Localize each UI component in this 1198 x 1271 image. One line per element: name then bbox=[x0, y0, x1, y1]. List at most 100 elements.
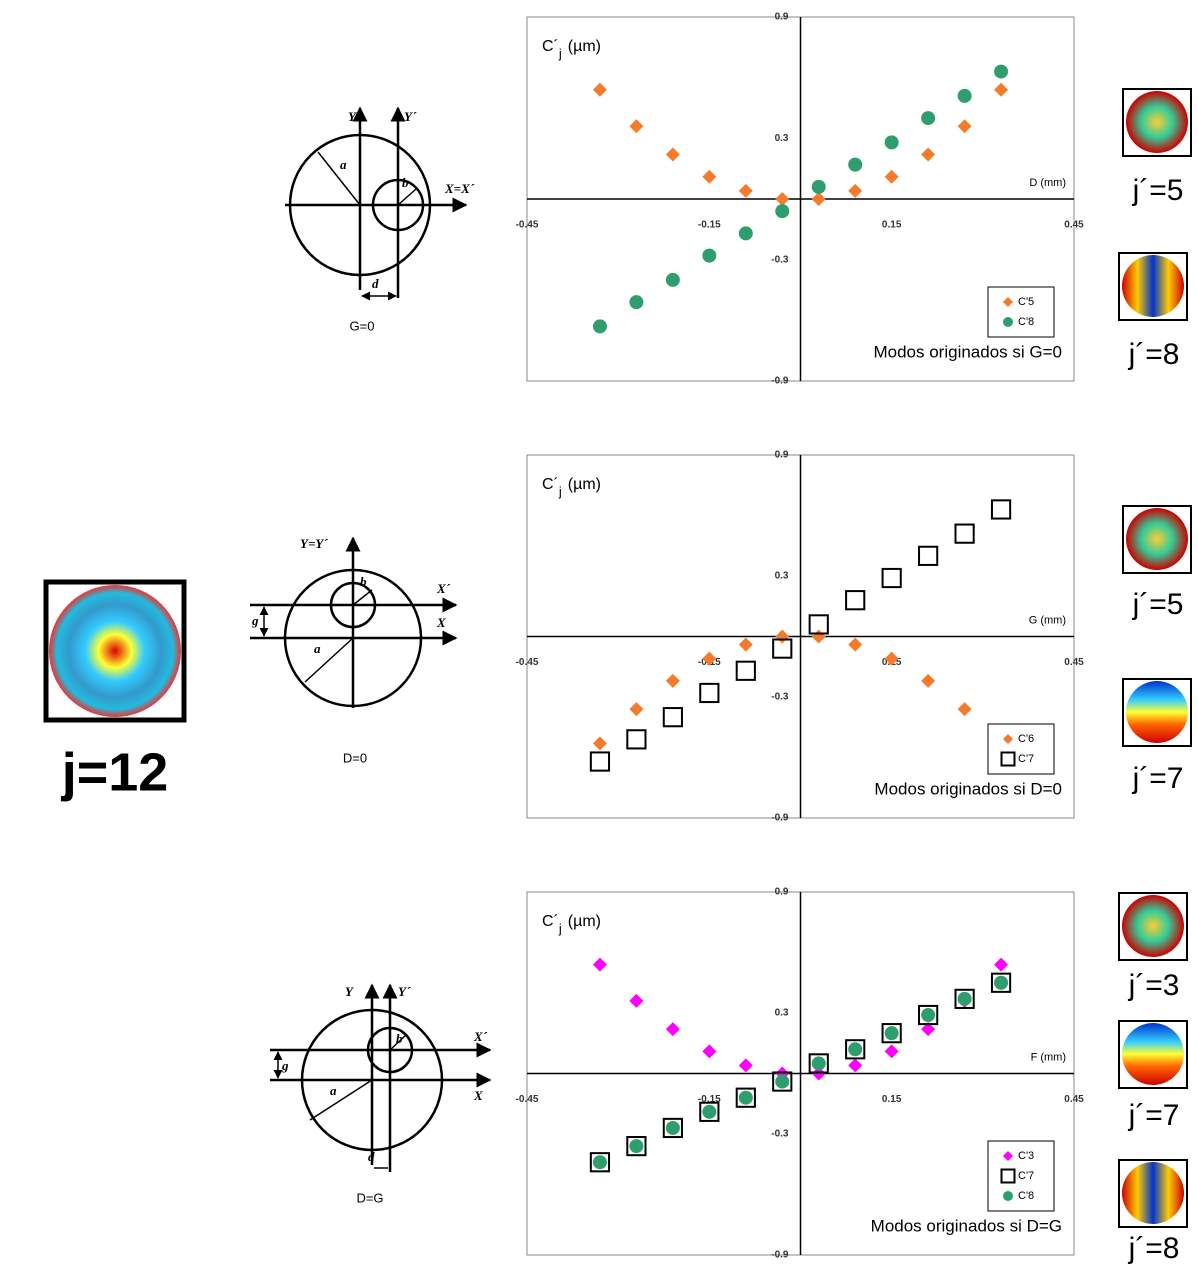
legend-swatch bbox=[1003, 1191, 1013, 1201]
y-tick-label: -0.9 bbox=[771, 813, 789, 824]
x-tick-label: 0.45 bbox=[1064, 657, 1084, 668]
x-tick-label: -0.45 bbox=[516, 657, 539, 668]
thumbnail-label: j´=8 bbox=[1128, 338, 1180, 371]
y-axis-label-part: C´ bbox=[542, 476, 559, 493]
x-tick-label: 0.15 bbox=[882, 1094, 902, 1105]
annotation: Modos originados si G=0 bbox=[873, 342, 1062, 361]
legend: C'5 C'8 bbox=[988, 287, 1054, 337]
point bbox=[702, 249, 716, 263]
legend-box bbox=[988, 287, 1054, 337]
diagram: Y=Y´ X´ X g a b D=0 bbox=[250, 536, 456, 765]
y-tick-label: -0.9 bbox=[771, 1250, 789, 1261]
x-tick-label: -0.15 bbox=[698, 220, 721, 231]
point bbox=[885, 135, 899, 149]
thumbnail-label: j´=7 bbox=[1132, 762, 1184, 795]
y-tick-label: -0.9 bbox=[771, 376, 789, 387]
diagram-label: b bbox=[402, 175, 409, 190]
y-axis-label-part: (µm) bbox=[568, 476, 601, 493]
diagram-label: a bbox=[340, 157, 347, 172]
point bbox=[702, 1105, 716, 1119]
legend-label: C'8 bbox=[1018, 1190, 1034, 1202]
point bbox=[666, 273, 680, 287]
legend: C'6C'7 bbox=[988, 724, 1054, 774]
point bbox=[921, 111, 935, 125]
diagram-label: X=X´ bbox=[444, 181, 475, 196]
chart: -0.45-0.150.150.45-0.9-0.30.30.9G (mm)C´… bbox=[516, 450, 1085, 824]
diagram-label: a bbox=[314, 641, 321, 656]
point bbox=[848, 158, 862, 172]
diagram-label: d bbox=[368, 1149, 375, 1164]
x-tick-label: -0.45 bbox=[516, 220, 539, 231]
diagram-label: a bbox=[330, 1083, 337, 1098]
thumbnail-label: j´=5 bbox=[1132, 588, 1184, 621]
point bbox=[812, 1056, 826, 1070]
x-axis-label: D (mm) bbox=[1029, 177, 1066, 189]
y-tick-label: 0.9 bbox=[775, 12, 789, 23]
y-axis-label-part: C´ bbox=[542, 913, 559, 930]
y-axis-label-part: j bbox=[558, 484, 562, 499]
diagram-label: Y´ bbox=[404, 109, 417, 124]
point bbox=[629, 295, 643, 309]
point bbox=[994, 976, 1008, 990]
y-tick-label: 0.3 bbox=[775, 133, 789, 144]
x-tick-label: 0.15 bbox=[882, 220, 902, 231]
x-axis-label: G (mm) bbox=[1029, 614, 1066, 626]
diagram-label: g bbox=[251, 613, 259, 628]
point bbox=[812, 180, 826, 194]
thumbnail-label: j´=3 bbox=[1128, 969, 1180, 1002]
point bbox=[775, 1075, 789, 1089]
y-tick-label: -0.3 bbox=[771, 1129, 789, 1140]
y-axis-label-part: C´ bbox=[542, 38, 559, 55]
chart: -0.45-0.150.150.45-0.9-0.30.30.9D (mm)C´… bbox=[516, 12, 1085, 387]
thumbnail-label: j´=8 bbox=[1128, 1232, 1180, 1265]
diagram-label: X´ bbox=[473, 1029, 488, 1044]
thumbnails: j´=5 j´=8 j´=5 j´=7 j´=3 j´=7 j´=8 bbox=[1119, 89, 1191, 1265]
left-label: j=12 bbox=[61, 742, 169, 802]
diagram-caption: D=0 bbox=[343, 750, 367, 765]
point bbox=[775, 204, 789, 218]
diagram-label: Y=Y´ bbox=[300, 536, 328, 551]
y-tick-label: -0.3 bbox=[771, 692, 789, 703]
y-tick-label: 0.3 bbox=[775, 1008, 789, 1019]
left-panel: j=12 bbox=[46, 582, 184, 802]
charts: -0.45 -0.15 0.15 0.45 -0.9 -0.3 0.3 0.9 D (mm) C´… bbox=[516, 12, 1085, 1261]
diagram: Y Y´ X=X´ a b d G=0 bbox=[285, 108, 475, 333]
thumbnail-label: j´=5 bbox=[1132, 174, 1184, 207]
legend-box bbox=[988, 724, 1054, 774]
legend-label: C'3 bbox=[1018, 1150, 1034, 1162]
legend-label: C'5 bbox=[1018, 296, 1034, 308]
diagram-label: d bbox=[372, 276, 379, 291]
annotation: Modos originados si D=G bbox=[871, 1216, 1062, 1235]
diagram-label: b bbox=[360, 574, 367, 589]
diagram-label: Y bbox=[348, 109, 357, 124]
legend: C'3 C'7 C'8 bbox=[988, 1141, 1054, 1211]
diagram: Y Y´ X´ X g a b d D=G bbox=[270, 984, 490, 1205]
diagram-label: X bbox=[473, 1088, 483, 1103]
x-tick-label: -0.45 bbox=[516, 1094, 539, 1105]
diagram-label: Y bbox=[345, 984, 354, 999]
legend-label: C'8 bbox=[1018, 316, 1034, 328]
point bbox=[666, 1121, 680, 1135]
y-axis-label-part: (µm) bbox=[568, 38, 601, 55]
wavefront-image bbox=[49, 585, 181, 717]
point bbox=[921, 1008, 935, 1022]
legend-label: C'7 bbox=[1018, 1170, 1034, 1182]
annotation: Modos originados si D=0 bbox=[874, 779, 1062, 798]
point bbox=[994, 65, 1008, 79]
point bbox=[629, 1139, 643, 1153]
point bbox=[848, 1042, 862, 1056]
diagram-label: Y´ bbox=[398, 984, 411, 999]
legend-label: C'7 bbox=[1018, 753, 1034, 765]
x-tick-label: 0.45 bbox=[1064, 1094, 1084, 1105]
thumbnail-label: j´=7 bbox=[1128, 1099, 1180, 1132]
point bbox=[739, 226, 753, 240]
y-tick-label: 0.3 bbox=[775, 571, 789, 582]
figure: j=12 Y Y´ X=X´ a b d G=0 Y=Y´ X´ X g a b… bbox=[0, 0, 1198, 1271]
y-axis-label-part: (µm) bbox=[568, 913, 601, 930]
y-tick-label: -0.3 bbox=[771, 254, 789, 265]
legend-swatch bbox=[1003, 317, 1013, 327]
point bbox=[739, 1091, 753, 1105]
diagram-label: b bbox=[396, 1031, 403, 1046]
y-axis-label-part: j bbox=[558, 46, 562, 61]
y-axis-label-part: j bbox=[558, 921, 562, 936]
